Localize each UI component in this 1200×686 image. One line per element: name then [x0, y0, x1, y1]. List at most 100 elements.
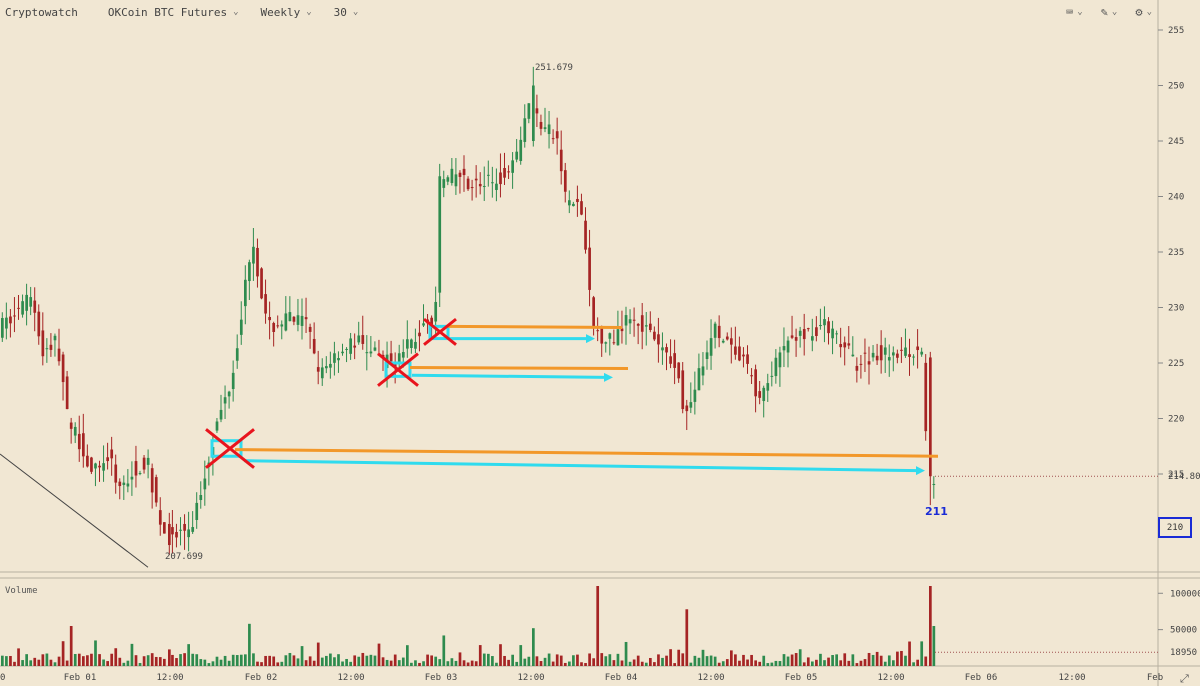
candle-body[interactable] [774, 357, 778, 377]
volume-bar[interactable] [608, 654, 612, 666]
volume-bar[interactable] [248, 623, 251, 666]
volume-bar[interactable] [519, 645, 523, 666]
volume-bar[interactable] [13, 661, 16, 666]
volume-bar[interactable] [831, 655, 834, 666]
candle-body[interactable] [163, 522, 166, 534]
volume-bar[interactable] [823, 660, 826, 666]
candle-body[interactable] [37, 311, 41, 337]
volume-bar[interactable] [640, 661, 644, 666]
volume-bar[interactable] [191, 653, 195, 666]
candle-body[interactable] [118, 481, 122, 487]
candle-body[interactable] [770, 375, 774, 377]
volume-bar[interactable] [859, 660, 863, 666]
volume-bar[interactable] [426, 654, 429, 666]
volume-bar[interactable] [474, 661, 478, 666]
candle-body[interactable] [491, 182, 494, 184]
volume-bar[interactable] [568, 661, 571, 666]
candle-body[interactable] [725, 336, 729, 340]
volume-bar[interactable] [434, 656, 438, 666]
candle-body[interactable] [482, 185, 486, 187]
volume-bar[interactable] [466, 662, 470, 666]
candle-body[interactable] [17, 307, 20, 309]
candle-body[interactable] [604, 342, 608, 344]
candle-body[interactable] [709, 338, 713, 356]
candle-body[interactable] [778, 352, 782, 368]
volume-bar[interactable] [843, 653, 847, 666]
volume-bar[interactable] [811, 661, 814, 666]
candle-body[interactable] [677, 362, 681, 379]
candle-body[interactable] [624, 315, 628, 326]
candle-body[interactable] [134, 461, 138, 476]
volume-bar[interactable] [624, 641, 628, 666]
volume-bar[interactable] [337, 654, 340, 666]
candle-body[interactable] [657, 334, 660, 345]
candle-body[interactable] [438, 176, 442, 293]
candle-body[interactable] [365, 352, 369, 354]
candle-body[interactable] [871, 352, 875, 358]
candle-body[interactable] [179, 529, 182, 531]
candle-body[interactable] [215, 421, 219, 431]
candle-body[interactable] [742, 354, 745, 357]
volume-bar[interactable] [227, 660, 231, 666]
candle-body[interactable] [284, 313, 288, 331]
candle-body[interactable] [665, 347, 668, 353]
volume-bar[interactable] [875, 651, 879, 666]
volume-bar[interactable] [851, 654, 855, 666]
candle-body[interactable] [82, 433, 85, 457]
volume-bar[interactable] [69, 626, 73, 666]
candle-body[interactable] [195, 502, 199, 520]
candle-body[interactable] [697, 368, 701, 391]
volume-bar[interactable] [53, 662, 57, 666]
candle-body[interactable] [673, 353, 676, 368]
candle-body[interactable] [320, 367, 324, 379]
volume-bar[interactable] [142, 656, 146, 666]
candle-body[interactable] [608, 333, 612, 339]
candle-body[interactable] [523, 118, 527, 142]
candle-body[interactable] [244, 279, 247, 307]
candle-body[interactable] [333, 353, 336, 363]
candle-body[interactable] [600, 326, 604, 344]
candle-body[interactable] [685, 405, 689, 412]
volume-bar[interactable] [653, 662, 656, 666]
volume-bar[interactable] [90, 653, 93, 666]
candle-body[interactable] [750, 375, 753, 377]
volume-bar[interactable] [507, 659, 510, 666]
candle-body[interactable] [916, 346, 919, 351]
orange-level-line[interactable] [409, 365, 629, 371]
candle-body[interactable] [389, 353, 393, 362]
volume-bar[interactable] [649, 657, 652, 666]
volume-bar[interactable] [551, 661, 555, 666]
volume-bar[interactable] [288, 652, 292, 666]
volume-bar[interactable] [325, 655, 328, 666]
candle-body[interactable] [316, 367, 320, 372]
candle-body[interactable] [701, 366, 705, 376]
volume-bar[interactable] [312, 660, 316, 666]
candle-body[interactable] [329, 363, 332, 368]
candle-body[interactable] [762, 387, 766, 402]
volume-bar[interactable] [195, 654, 199, 666]
volume-bar[interactable] [887, 655, 891, 666]
candle-body[interactable] [57, 348, 61, 362]
candle-body[interactable] [45, 348, 49, 350]
candle-body[interactable] [466, 178, 470, 190]
volume-bar[interactable] [657, 654, 660, 666]
volume-bar[interactable] [37, 659, 41, 666]
candle-body[interactable] [199, 495, 203, 501]
volume-bar[interactable] [438, 659, 442, 666]
candle-body[interactable] [345, 348, 348, 350]
volume-bar[interactable] [499, 644, 502, 666]
candle-body[interactable] [9, 316, 12, 324]
volume-bar[interactable] [126, 660, 130, 666]
volume-bar[interactable] [932, 626, 936, 666]
volume-bar[interactable] [758, 661, 762, 666]
candle-body[interactable] [219, 409, 223, 420]
candle-body[interactable] [730, 338, 733, 345]
candle-body[interactable] [41, 330, 45, 357]
volume-bar[interactable] [620, 660, 624, 666]
candle-body[interactable] [628, 319, 632, 324]
candle-body[interactable] [843, 342, 847, 348]
volume-bar[interactable] [790, 654, 794, 666]
candle-body[interactable] [879, 345, 883, 361]
candle-body[interactable] [154, 477, 158, 503]
candle-body[interactable] [158, 510, 162, 525]
